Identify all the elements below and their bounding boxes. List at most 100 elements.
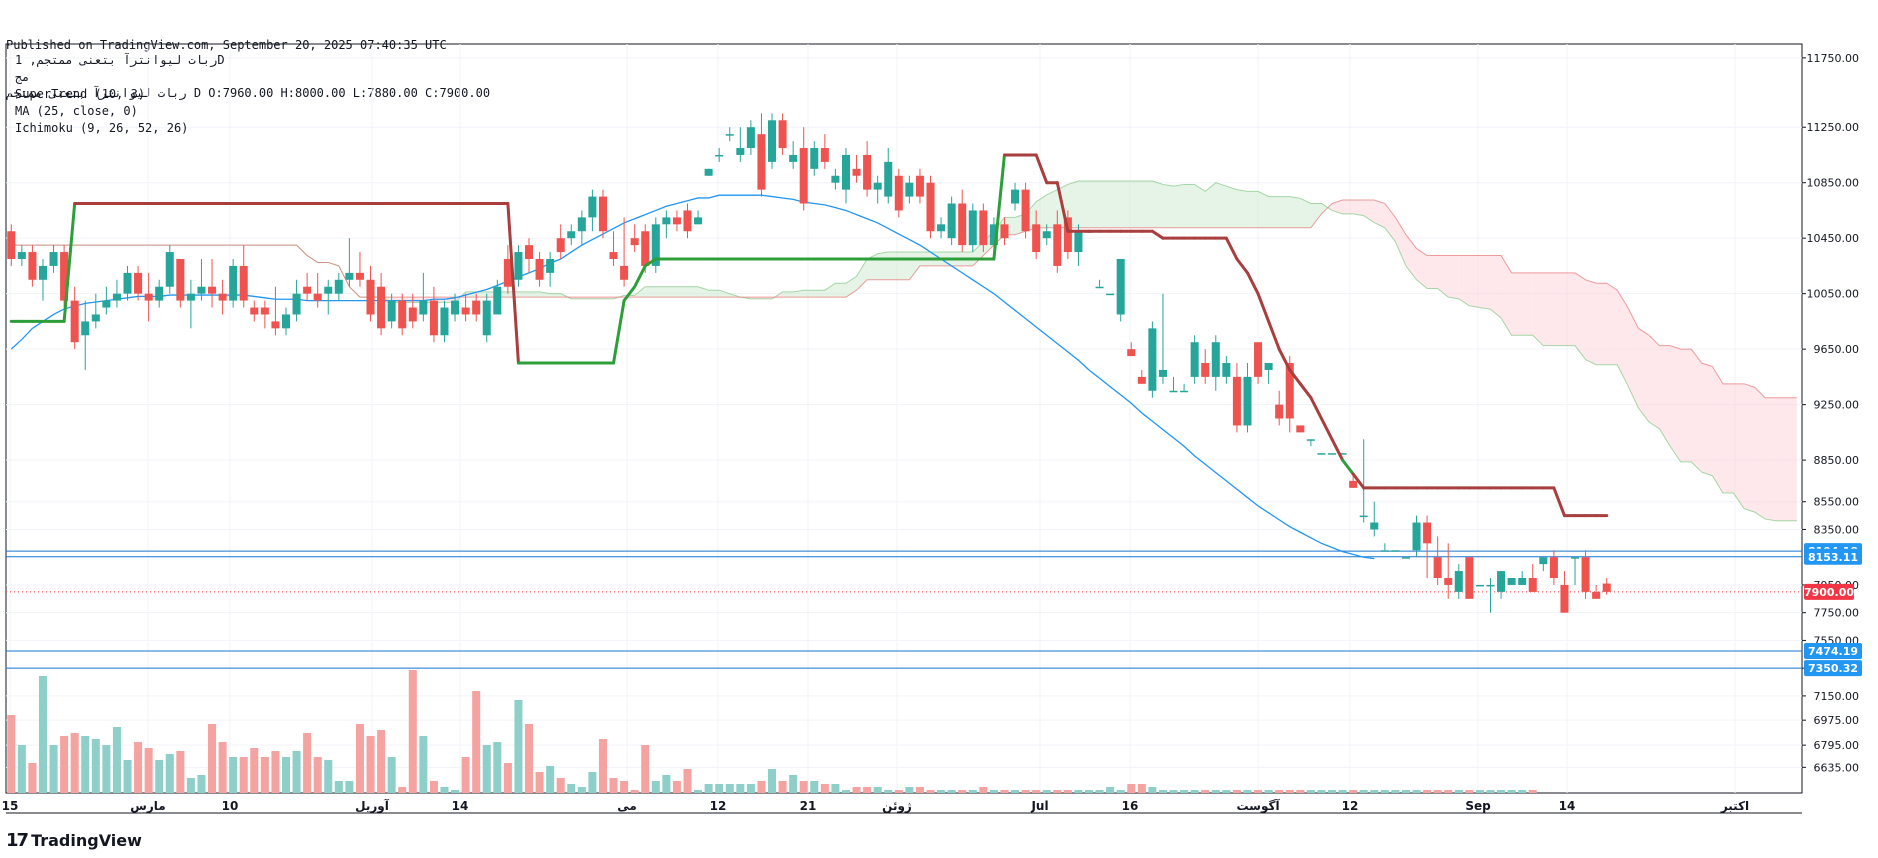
candle-body (1497, 571, 1506, 592)
ichimoku-cloud-segment (698, 286, 709, 298)
y-tick-label: 10850.00 (1807, 177, 1860, 190)
candle-body (493, 286, 502, 315)
ichimoku-cloud-segment (1152, 180, 1163, 228)
candle-body (102, 300, 111, 308)
ichimoku-cloud-segment (1532, 272, 1544, 346)
candle-body (1158, 369, 1167, 377)
candle-body (1475, 584, 1484, 587)
ichimoku-cloud-segment (1268, 196, 1280, 228)
published-line: Published on TradingView.com, September … (6, 38, 447, 52)
candle-body (1433, 557, 1442, 579)
legend-ichimoku[interactable]: Ichimoku (9, 26, 52, 26) (15, 121, 189, 135)
ichimoku-cloud-segment (1596, 283, 1607, 365)
ichimoku-cloud-segment (877, 252, 889, 280)
legend-sub: مج (15, 70, 30, 84)
candle-body (1370, 522, 1379, 530)
ichimoku-cloud-segment (476, 291, 487, 298)
candle-body (377, 286, 386, 329)
volume-bar (408, 670, 417, 793)
candle-body (123, 272, 132, 294)
volume-bar (134, 742, 143, 793)
y-tick-label: 10050.00 (1807, 288, 1860, 301)
candle-body (1518, 578, 1527, 585)
candle-body (461, 307, 470, 315)
volume-bar (398, 787, 407, 793)
x-tick-label: 14 (1559, 799, 1576, 813)
volume-bar (1074, 790, 1083, 793)
volume-bar (1180, 790, 1189, 793)
ichimoku-cloud-segment (1184, 184, 1195, 228)
ichimoku-cloud-segment (1258, 191, 1269, 228)
volume-bar (17, 745, 26, 793)
volume-bar (1296, 790, 1305, 793)
candle-body (524, 245, 534, 259)
volume-bar (472, 691, 481, 793)
volume-bar (303, 733, 312, 793)
candle-body (112, 293, 121, 301)
candle-body (281, 314, 291, 329)
candle-body (1032, 224, 1041, 253)
candle-body (250, 307, 259, 315)
candle-body (70, 300, 79, 343)
x-tick-label: 12 (710, 799, 727, 813)
ichimoku-cloud-segment (1458, 255, 1470, 306)
ichimoku-cloud-segment (1733, 383, 1745, 509)
volume-bar (535, 772, 544, 793)
x-tick-label: 14 (452, 799, 469, 813)
candle-body (165, 252, 174, 287)
volume-bar (387, 757, 396, 793)
volume-bar (1338, 790, 1347, 793)
ichimoku-cloud-segment (1247, 191, 1259, 228)
candle-body (514, 252, 523, 280)
volume-bar (429, 781, 438, 793)
candle-body (1560, 584, 1569, 613)
candle-body (218, 293, 227, 301)
ichimoku-cloud-segment (1490, 255, 1502, 318)
x-tick-label: ژوئن (882, 799, 912, 814)
candle-body (1148, 328, 1157, 391)
candle-body (1391, 550, 1400, 552)
candle-body (535, 258, 544, 280)
legend-ma[interactable]: MA (25, close, 0) (15, 104, 138, 118)
volume-bar (197, 775, 206, 793)
volume-bar (694, 790, 703, 793)
volume-bar (7, 715, 16, 793)
supertrend-segment (1034, 153, 1049, 185)
volume-bar (1021, 790, 1030, 793)
ichimoku-cloud-segment (972, 241, 984, 266)
volume-bar (324, 760, 333, 793)
candle-body (905, 182, 914, 197)
candle-body (1486, 584, 1495, 587)
ichimoku-cloud-segment (529, 291, 540, 298)
volume-bar (1243, 790, 1252, 793)
candle-body (757, 134, 766, 190)
ichimoku-cloud-segment (1162, 184, 1174, 228)
volume-bar (894, 790, 903, 793)
candle-body (345, 272, 354, 280)
candle-body (91, 314, 100, 322)
volume-bar (1106, 787, 1115, 793)
candle-body (1349, 480, 1358, 488)
ichimoku-cloud-segment (1786, 397, 1797, 521)
volume-bar (334, 781, 343, 793)
volume-bar (60, 736, 69, 793)
candle-body (736, 148, 745, 155)
candle-body (546, 258, 555, 273)
legend-supertrend[interactable]: SuperTrend (10, 3) (15, 87, 146, 101)
supertrend-segment (1055, 181, 1070, 233)
ohlc-line: ربات لیوانترآ بتعنی ممتجم D O:7960.00 H:… (6, 85, 490, 101)
supertrend-segment (1351, 472, 1366, 490)
ichimoku-cloud-segment (1110, 180, 1121, 228)
symbol-name: ربات لیوانترآ بتعنی ممتجم (6, 86, 187, 100)
volume-bar (1084, 790, 1094, 793)
ichimoku-cloud-segment (1511, 272, 1523, 336)
candle-body (398, 300, 407, 329)
candle-body (503, 258, 512, 287)
candle-body (641, 231, 650, 266)
candle-body (926, 182, 935, 232)
legend-title: ربات لیوانترآ بتعنی ممتجم, 1D (15, 53, 225, 67)
volume-bar (440, 787, 449, 793)
candle-body (1254, 342, 1263, 377)
volume-bar (91, 739, 100, 793)
